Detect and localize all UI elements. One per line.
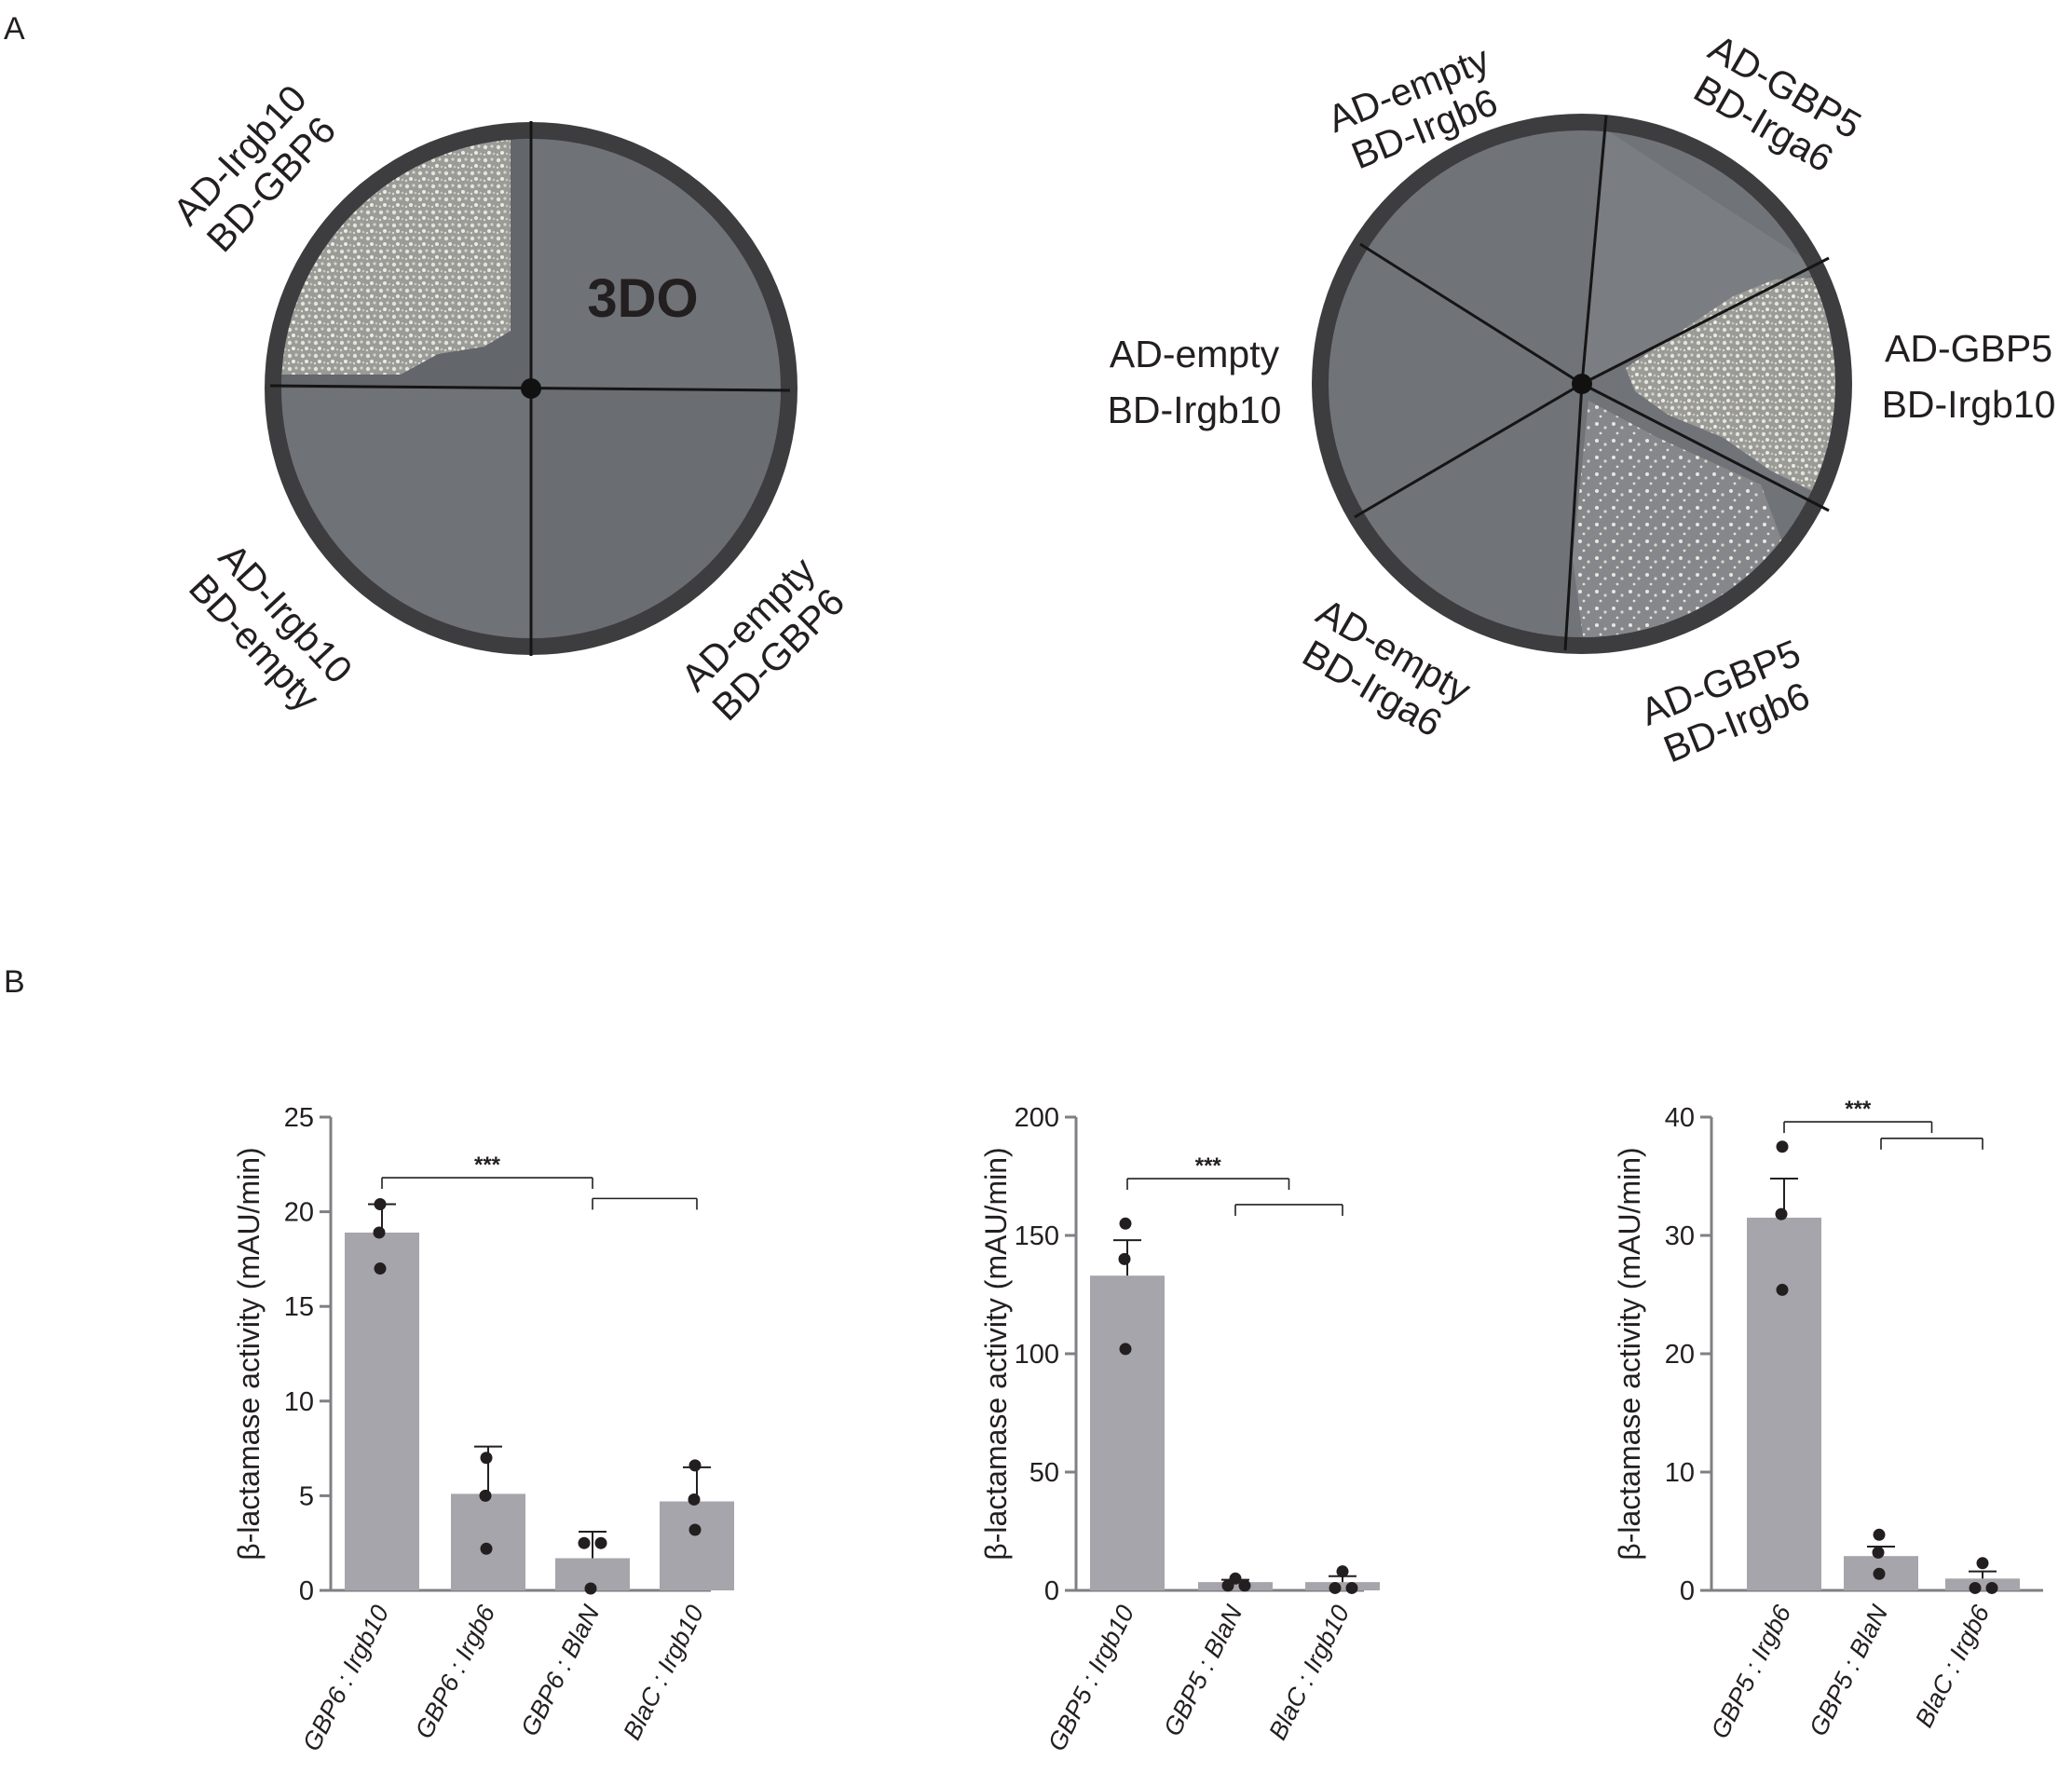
data-point <box>1976 1557 1989 1570</box>
data-point <box>1221 1579 1234 1592</box>
right-plate-colony-growth-1 <box>1626 278 1835 498</box>
category-label: BlaC : Irgb10 <box>1263 1601 1355 1744</box>
data-point <box>374 1197 387 1210</box>
label-line-2: BD-Irgb10 <box>1108 389 1282 431</box>
right-plate-divider-2 <box>1581 256 1830 386</box>
right-plate-label-right: AD-GBP5 BD-Irgb10 <box>1882 327 2056 426</box>
right-plate-divider-6 <box>1359 242 1583 386</box>
data-point <box>1238 1579 1251 1592</box>
right-plate <box>1312 114 1852 654</box>
y-tick-label: 25 <box>284 1103 314 1133</box>
data-point <box>594 1536 607 1549</box>
y-tick-label: 50 <box>1029 1458 1059 1488</box>
data-point <box>1776 1140 1789 1153</box>
category-label: GBP5 : Irgb6 <box>1706 1600 1797 1743</box>
y-tick-label: 100 <box>1015 1340 1059 1370</box>
category-label: GBP6 : Irgb6 <box>410 1600 501 1743</box>
data-point <box>688 1459 702 1472</box>
bar <box>1305 1582 1380 1590</box>
y-tick-label: 15 <box>284 1292 314 1322</box>
y-tick-label: 10 <box>1665 1458 1695 1488</box>
y-tick-label: 20 <box>1665 1340 1695 1370</box>
right-plate-sector-top-right <box>1582 130 1821 384</box>
label-line-1: AD-GBP5 <box>1885 327 2052 370</box>
y-tick-label: 150 <box>1015 1221 1059 1251</box>
y-tick-label: 40 <box>1665 1103 1695 1133</box>
bar <box>660 1501 734 1590</box>
data-point <box>1985 1581 1998 1594</box>
significance-label: *** <box>474 1152 501 1178</box>
y-axis-label: β-lactamase activity (mAU/min) <box>232 1147 266 1560</box>
right-plate-divider-5 <box>1354 382 1583 519</box>
data-point <box>373 1226 386 1239</box>
category-label: BlaC : Irgb10 <box>618 1601 709 1744</box>
significance-label: *** <box>1845 1097 1872 1122</box>
left-plate-tag: 3DO <box>587 268 698 329</box>
data-point <box>374 1262 387 1275</box>
bar <box>1198 1582 1273 1590</box>
bar <box>1945 1578 2020 1590</box>
y-tick-label: 0 <box>1680 1576 1695 1606</box>
bar-chart-gbp5-irgb6: 0 10 20 30 40 β-lactamase activity (mAU/min) G… <box>1613 1097 2043 1743</box>
category-label: GBP5 : BlaN <box>1158 1601 1247 1740</box>
category-label: GBP6 : Irgb10 <box>297 1601 394 1755</box>
y-axis-label: β-lactamase activity (mAU/min) <box>1613 1147 1646 1560</box>
y-tick-label: 20 <box>284 1198 314 1228</box>
right-plate-divider-4 <box>1563 383 1584 651</box>
category-label: BlaC : Irgb6 <box>1910 1600 1996 1732</box>
right-plate-label-bottom-right: AD-GBP5 BD-Irgb6 <box>1635 632 1816 771</box>
data-point <box>1119 1217 1132 1230</box>
data-point <box>584 1582 597 1595</box>
significance-label: *** <box>1195 1153 1222 1179</box>
y-tick-label: 10 <box>284 1387 314 1417</box>
right-plate-colony-growth-2 <box>1573 401 1789 637</box>
data-point <box>688 1523 702 1536</box>
data-point <box>578 1536 591 1549</box>
data-point <box>1872 1546 1885 1559</box>
y-tick-label: 30 <box>1665 1221 1695 1251</box>
bar <box>345 1232 419 1590</box>
data-point <box>1118 1252 1131 1265</box>
right-plate-label-left: AD-empty BD-Irgb10 <box>1108 333 1282 431</box>
data-point <box>1345 1581 1358 1594</box>
y-axis-label: β-lactamase activity (mAU/min) <box>979 1147 1013 1560</box>
y-tick-label: 0 <box>299 1576 314 1606</box>
data-point <box>1775 1207 1788 1221</box>
right-plate-divider-3 <box>1581 382 1830 512</box>
y-tick-label: 200 <box>1015 1103 1059 1133</box>
data-point <box>1776 1283 1789 1296</box>
data-point <box>1119 1343 1132 1356</box>
left-plate-center-dot <box>521 378 541 399</box>
label-line-1: AD-empty <box>1110 333 1280 375</box>
data-point <box>480 1542 493 1555</box>
y-tick-label: 0 <box>1044 1576 1059 1606</box>
data-point <box>480 1452 493 1465</box>
category-label: GBP5 : Irgb10 <box>1043 1601 1139 1755</box>
right-plate-divider-1 <box>1580 115 1608 385</box>
panel-a-letter: A <box>4 11 25 47</box>
right-plate-center-dot <box>1572 374 1592 394</box>
bar <box>451 1493 525 1590</box>
data-point <box>1329 1581 1342 1594</box>
data-point <box>1336 1565 1349 1578</box>
label-line-2: BD-Irgb10 <box>1882 383 2056 426</box>
data-point <box>1873 1528 1886 1541</box>
category-label: GBP5 : BlaN <box>1804 1601 1893 1740</box>
panel-b-letter: B <box>4 964 25 1000</box>
data-point <box>1969 1581 1982 1594</box>
data-point <box>688 1493 701 1506</box>
y-tick-label: 5 <box>299 1481 314 1511</box>
data-point <box>479 1489 492 1502</box>
bar <box>1747 1217 1821 1590</box>
left-plate: 3DO <box>265 121 797 656</box>
data-point <box>1873 1567 1886 1580</box>
bar-chart-gbp6: 0 5 10 15 20 25 β-lactamase activity (mAU/min)… <box>232 1103 734 1755</box>
category-label: GBP6 : BlaN <box>515 1601 605 1740</box>
bar <box>1090 1275 1165 1590</box>
